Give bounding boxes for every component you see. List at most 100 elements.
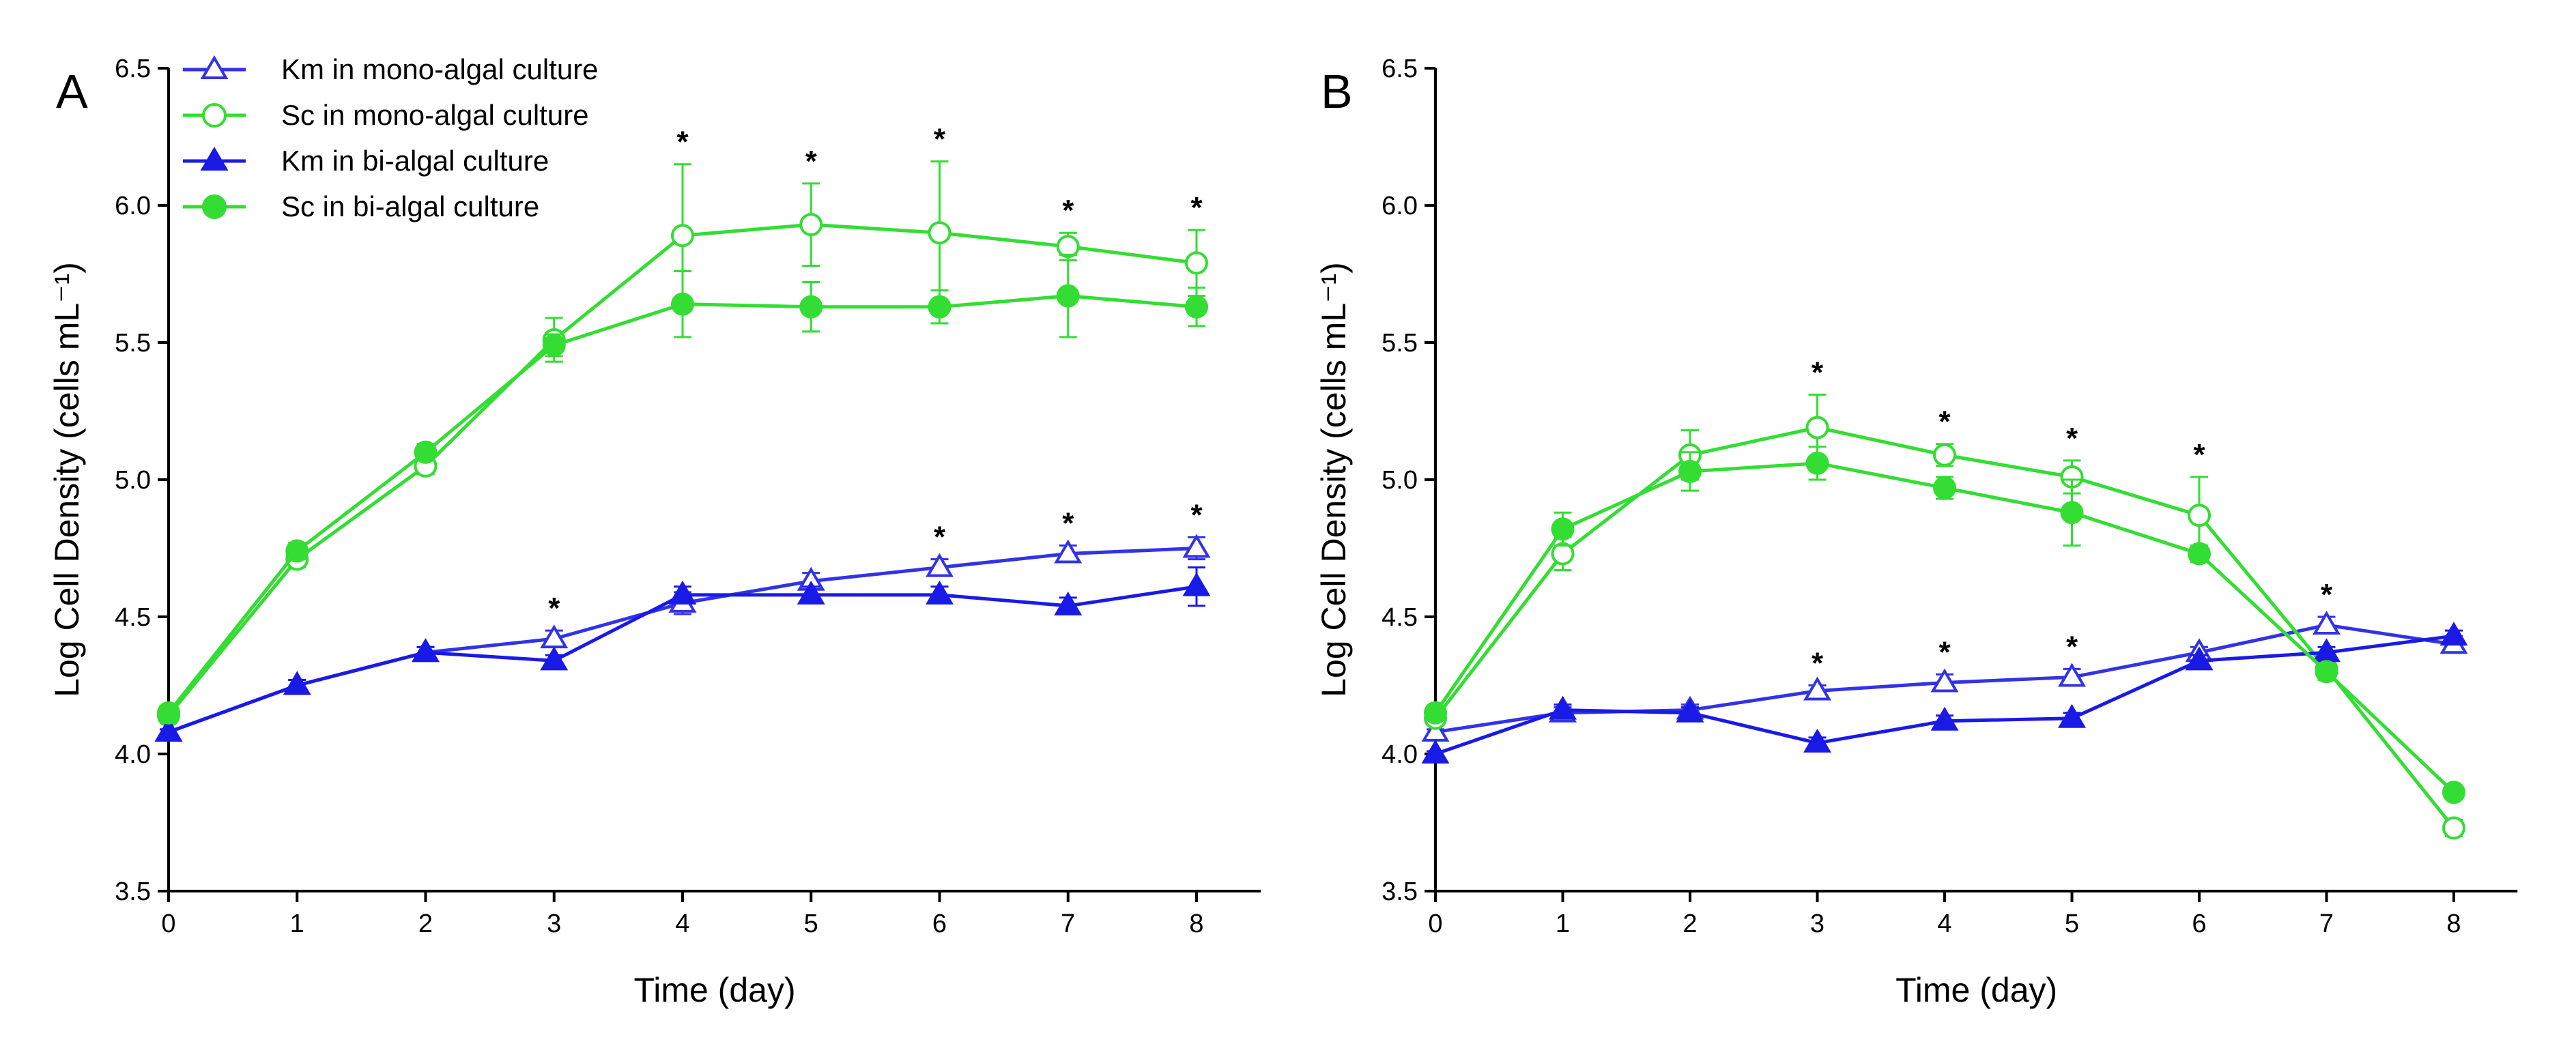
data-point bbox=[412, 638, 440, 663]
significance-marker: * bbox=[1812, 355, 1824, 389]
significance-marker: * bbox=[1190, 498, 1203, 532]
y-tick-label: 6.5 bbox=[115, 55, 151, 83]
data-point bbox=[926, 553, 954, 577]
series-line bbox=[1433, 461, 2455, 794]
y-tick-label: 5.0 bbox=[1382, 466, 1418, 495]
data-point bbox=[1056, 235, 1080, 259]
x-tick-label: 2 bbox=[1683, 910, 1697, 938]
x-tick-label: 1 bbox=[1556, 910, 1570, 938]
data-point bbox=[926, 580, 954, 605]
data-point bbox=[2058, 703, 2086, 728]
data-point bbox=[1424, 701, 1447, 725]
x-tick-label: 3 bbox=[547, 910, 561, 938]
data-point bbox=[1805, 451, 1829, 475]
data-point bbox=[2439, 622, 2468, 646]
x-tick-label: 5 bbox=[2065, 910, 2079, 938]
data-point bbox=[1803, 676, 1831, 701]
significance-marker: * bbox=[2066, 630, 2078, 663]
legend-label-sc-mono: Sc in mono-algal culture bbox=[281, 99, 589, 131]
data-point bbox=[2442, 781, 2465, 804]
legend-label-km-mono: Km in mono-algal culture bbox=[281, 53, 599, 85]
data-point bbox=[671, 224, 694, 248]
data-point bbox=[157, 701, 180, 725]
data-point bbox=[1551, 542, 1575, 566]
data-point bbox=[1933, 443, 1956, 467]
x-tick-label: 2 bbox=[418, 910, 433, 938]
data-point bbox=[2442, 816, 2465, 840]
data-point bbox=[797, 580, 825, 605]
legend-filled-triangle-icon bbox=[200, 147, 229, 171]
data-point bbox=[928, 221, 951, 245]
data-point bbox=[1549, 695, 1577, 720]
legend-entry-sc-mono: Sc in mono-algal culture bbox=[183, 99, 589, 131]
data-point bbox=[1676, 698, 1704, 723]
significance-marker: * bbox=[1190, 191, 1203, 224]
y-tick-label: 6.0 bbox=[115, 192, 151, 220]
legend-entry-km-bi: Km in bi-algal culture bbox=[183, 145, 549, 177]
x-tick-label: 0 bbox=[1428, 910, 1442, 938]
x-tick-label: 6 bbox=[932, 910, 947, 938]
significance-marker: * bbox=[934, 521, 946, 554]
y-tick-label: 6.0 bbox=[1382, 192, 1418, 220]
y-tick-label: 3.5 bbox=[115, 877, 151, 906]
data-point bbox=[1185, 295, 1208, 319]
significance-marker: * bbox=[548, 592, 560, 625]
panel-b: B 0 1 2 3 4 5 6 7 8 3.5 4.0 4.5 5.0 5.5 6.0 6.5 Time (da… bbox=[1315, 55, 2518, 1009]
x-axis-title: Time (day) bbox=[634, 971, 796, 1009]
significance-marker: * bbox=[805, 145, 818, 178]
y-axis-title: Log Cell Density (cells mL⁻¹) bbox=[48, 262, 86, 697]
significance-marker: * bbox=[1938, 405, 1951, 439]
y-tick-label: 5.5 bbox=[115, 329, 151, 358]
legend-open-triangle-icon bbox=[200, 55, 229, 79]
data-point bbox=[2185, 646, 2214, 671]
x-axis-title: Time (day) bbox=[1895, 971, 2057, 1009]
x-tick-label: 4 bbox=[1937, 910, 1951, 938]
data-point bbox=[283, 671, 311, 695]
data-point bbox=[2315, 660, 2338, 684]
data-point bbox=[1678, 459, 1702, 483]
significance-marker: * bbox=[1812, 647, 1824, 680]
data-point bbox=[2188, 542, 2211, 566]
legend-entry-km-mono: Km in mono-algal culture bbox=[183, 53, 599, 85]
x-tick-label: 4 bbox=[675, 910, 689, 938]
data-point bbox=[1933, 476, 1956, 500]
data-point bbox=[928, 295, 951, 319]
series-line bbox=[168, 547, 1197, 734]
data-point bbox=[1182, 572, 1211, 596]
data-point bbox=[1930, 706, 1959, 731]
y-tick-label: 3.5 bbox=[1382, 877, 1418, 906]
data-point bbox=[1551, 517, 1575, 541]
y-tick-label: 4.5 bbox=[115, 603, 151, 632]
panel-a-label: A bbox=[56, 65, 88, 118]
x-tick-label: 7 bbox=[1061, 910, 1075, 938]
data-point bbox=[1930, 668, 1959, 693]
data-point bbox=[1185, 251, 1208, 275]
significance-marker: * bbox=[1062, 506, 1074, 540]
significance-marker: * bbox=[1938, 635, 1951, 669]
significance-marker: * bbox=[2066, 422, 2078, 455]
y-tick-label: 5.0 bbox=[115, 466, 151, 495]
y-tick-label: 4.0 bbox=[1382, 740, 1418, 769]
y-axis-title: Log Cell Density (cells mL⁻¹) bbox=[1315, 262, 1353, 697]
y-tick-label: 5.5 bbox=[1382, 329, 1418, 358]
data-point bbox=[2313, 611, 2341, 635]
x-tick-label: 5 bbox=[804, 910, 818, 938]
x-tick-label: 6 bbox=[2192, 910, 2206, 938]
data-point bbox=[540, 646, 569, 671]
legend-label-sc-bi: Sc in bi-algal culture bbox=[281, 190, 539, 222]
data-point bbox=[414, 440, 438, 464]
series-line bbox=[167, 294, 1197, 714]
significance-marker: * bbox=[2193, 438, 2205, 471]
data-point bbox=[1054, 539, 1083, 564]
data-point bbox=[2188, 504, 2211, 527]
x-tick-label: 0 bbox=[161, 910, 175, 938]
data-point bbox=[2058, 663, 2086, 687]
data-point bbox=[1054, 591, 1083, 615]
x-tick-label: 7 bbox=[2319, 910, 2334, 938]
data-point bbox=[1803, 728, 1831, 753]
data-point bbox=[542, 334, 566, 358]
data-point bbox=[1056, 284, 1080, 308]
x-tick-label: 1 bbox=[290, 910, 304, 938]
y-tick-label: 4.5 bbox=[1382, 603, 1418, 632]
significance-marker: * bbox=[676, 126, 689, 159]
